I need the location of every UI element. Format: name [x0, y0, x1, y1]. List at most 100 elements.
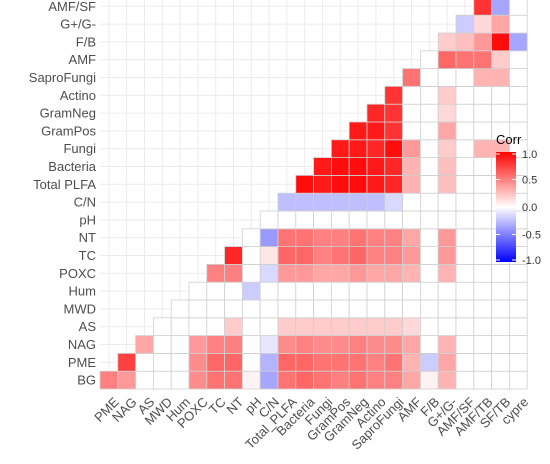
cell-tc-nt: [224, 246, 243, 265]
cell-poxc-amf-sf: [455, 263, 475, 283]
cell-tc-c-n: [259, 246, 279, 265]
cell-bg-fungi: [313, 370, 332, 390]
cell-total-plfa-fungi: [313, 174, 332, 194]
cell-nag-total-plfa: [277, 335, 297, 354]
cell-nt-amf-tb: [473, 228, 492, 248]
cell-as-sf-tb: [491, 317, 510, 336]
cell-f-b-amf-sf: [455, 32, 475, 52]
cell-grampos-gramneg: [348, 121, 368, 141]
y-label-total-plfa: Total PLFA: [33, 177, 96, 192]
cell-poxc-nt: [224, 263, 243, 283]
cell-bg-tc: [206, 370, 226, 390]
cell-hum-g-g: [437, 281, 457, 301]
cell-bg-actino: [366, 370, 386, 390]
cell-c-n-bacteria: [295, 192, 314, 212]
cell-as-amf: [402, 317, 421, 336]
cell-ph-grampos: [330, 210, 350, 230]
cell-f-b-cypre: [508, 32, 528, 52]
cell-poxc-g-g: [437, 263, 457, 283]
y-label-c-n: C/N: [74, 195, 96, 210]
cell-grampos-saprofungi: [384, 121, 403, 141]
cell-amf-amf-tb: [473, 50, 492, 69]
cell-bg-poxc: [188, 370, 208, 390]
cell-mwd-grampos: [330, 299, 350, 319]
cell-hum-actino: [366, 281, 386, 301]
cell-g-g-sf-tb: [491, 14, 510, 34]
cell-mwd-actino: [366, 299, 386, 319]
cell-as-total-plfa: [277, 317, 297, 336]
cell-bg-c-n: [259, 370, 279, 390]
cell-pme-f-b: [419, 352, 439, 372]
cell-tc-saprofungi: [384, 246, 403, 265]
cell-hum-saprofungi: [384, 281, 403, 301]
cell-c-n-amf-tb: [473, 192, 492, 212]
cell-bg-grampos: [330, 370, 350, 390]
y-label-amf-sf: AMF/SF: [48, 0, 96, 14]
cell-poxc-actino: [366, 263, 386, 283]
cell-hum-f-b: [419, 281, 439, 301]
cell-c-n-fungi: [313, 192, 332, 212]
cell-as-bacteria: [295, 317, 314, 336]
cell-nag-poxc: [188, 335, 208, 354]
cell-hum-cypre: [508, 281, 528, 301]
cell-nag-c-n: [259, 335, 279, 354]
cell-g-g-amf-tb: [473, 14, 492, 34]
cell-g-g-cypre: [508, 14, 528, 34]
y-label-hum: Hum: [69, 284, 96, 299]
cell-c-n-total-plfa: [277, 192, 297, 212]
cell-nt-actino: [366, 228, 386, 248]
cell-actino-amf-tb: [473, 86, 492, 105]
cell-bg-cypre: [508, 370, 528, 390]
cell-amf-sf-cypre: [508, 0, 528, 16]
cell-poxc-ph: [241, 263, 261, 283]
cell-bg-amf: [402, 370, 421, 390]
cell-pme-ph: [241, 352, 261, 372]
cell-tc-f-b: [419, 246, 439, 265]
cell-c-n-amf-sf: [455, 192, 475, 212]
cell-pme-sf-tb: [491, 352, 510, 372]
cell-bacteria-amf-sf: [455, 157, 475, 176]
cell-bg-amf-tb: [473, 370, 492, 390]
cell-poxc-bacteria: [295, 263, 314, 283]
cell-hum-c-n: [259, 281, 279, 301]
cell-as-nt: [224, 317, 243, 336]
cell-total-plfa-amf-sf: [455, 174, 475, 194]
cell-tc-ph: [241, 246, 261, 265]
cell-pme-total-plfa: [277, 352, 297, 372]
cell-actino-sf-tb: [491, 86, 510, 105]
cell-poxc-gramneg: [348, 263, 368, 283]
cell-bacteria-saprofungi: [384, 157, 403, 176]
cell-poxc-saprofungi: [384, 263, 403, 283]
y-label-grampos: GramPos: [41, 123, 96, 138]
cell-pme-hum: [170, 352, 190, 372]
cell-fungi-amf-tb: [473, 139, 492, 159]
cell-tc-bacteria: [295, 246, 314, 265]
cell-pme-g-g: [437, 352, 457, 372]
cell-bg-amf-sf: [455, 370, 475, 390]
cell-nt-total-plfa: [277, 228, 297, 248]
cell-as-poxc: [188, 317, 208, 336]
cell-total-plfa-amf: [402, 174, 421, 194]
cell-bg-saprofungi: [384, 370, 403, 390]
cell-total-plfa-amf-tb: [473, 174, 492, 194]
cell-f-b-sf-tb: [491, 32, 510, 52]
cell-ph-gramneg: [348, 210, 368, 230]
cell-saprofungi-amf-tb: [473, 68, 492, 87]
y-label-as: AS: [79, 319, 97, 334]
cell-mwd-total-plfa: [277, 299, 297, 319]
cell-as-saprofungi: [384, 317, 403, 336]
cell-mwd-saprofungi: [384, 299, 403, 319]
cell-nt-ph: [241, 228, 261, 248]
cell-hum-total-plfa: [277, 281, 297, 301]
cell-amf-sf-amf-tb: [473, 0, 492, 16]
cell-nt-bacteria: [295, 228, 314, 248]
cell-amf-f-b: [419, 50, 439, 69]
cell-grampos-amf: [402, 121, 421, 141]
cell-poxc-cypre: [508, 263, 528, 283]
cell-poxc-total-plfa: [277, 263, 297, 283]
cell-nag-actino: [366, 335, 386, 354]
cell-fungi-g-g: [437, 139, 457, 159]
cell-gramneg-amf: [402, 103, 421, 123]
cell-as-ph: [241, 317, 261, 336]
